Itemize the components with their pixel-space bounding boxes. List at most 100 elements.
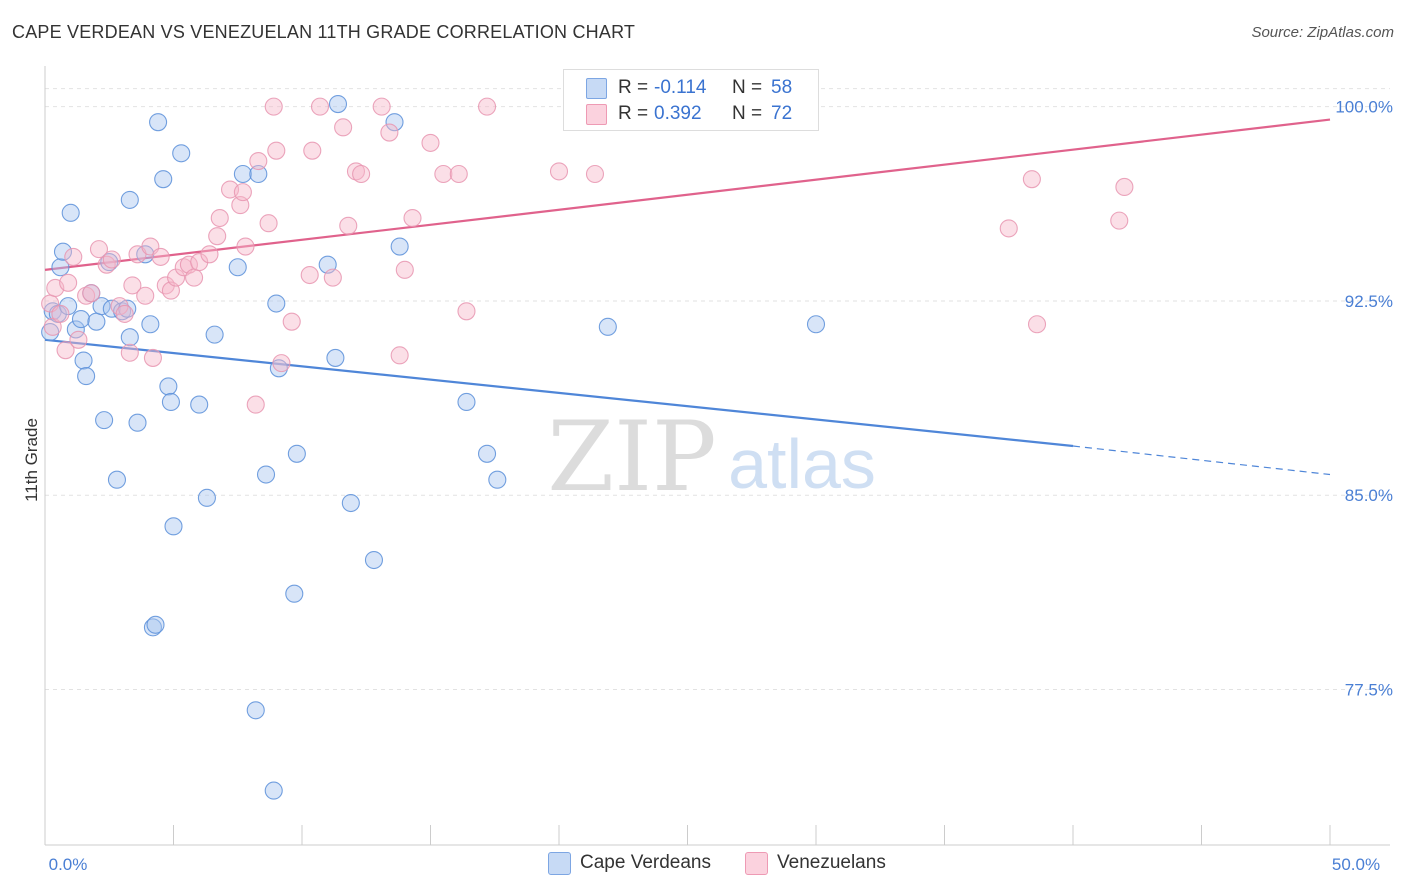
cape-verdean-point [113, 302, 132, 321]
venezuelan-point [477, 97, 497, 116]
venezuelan-point [167, 268, 186, 287]
legend-r-value: 0.392 [654, 103, 702, 124]
cape-verdean-point [159, 377, 178, 396]
cape-verdean-point [71, 310, 91, 329]
cape-verdean-point [197, 488, 216, 507]
cape-verdean-point [264, 781, 283, 800]
venezuelan-point [264, 97, 283, 116]
y-tick-label: 85.0% [1345, 486, 1393, 505]
venezuelan-point [352, 164, 371, 184]
cape-verdean-point [87, 312, 106, 331]
venezuelan-point [334, 118, 353, 137]
cape-verdean-point [154, 170, 173, 189]
venezuelan-point [97, 255, 116, 274]
cape-verdean-point [477, 444, 497, 463]
cape-verdean-point [326, 348, 345, 367]
venezuelan-point [249, 151, 268, 171]
legend-r-label: R = [618, 103, 649, 124]
legend-r-label: R = [618, 77, 649, 98]
cape-verdean-point [267, 294, 286, 313]
cape-verdean-point [120, 190, 139, 209]
cape-verdean-point [246, 701, 265, 720]
venezuelan-point [1022, 170, 1041, 189]
venezuelan-point [102, 250, 121, 269]
y-tick-label: 100.0% [1335, 98, 1393, 117]
watermark-atlas: atlas [728, 425, 876, 503]
venezuelan-point [449, 164, 468, 184]
venezuelan-point [82, 284, 101, 303]
cape-verdean-point [457, 392, 476, 412]
venezuelan-point [123, 276, 142, 295]
legend-n-value: 58 [771, 77, 793, 98]
cape-verdean-point [120, 328, 139, 347]
venezuelan-point [267, 141, 286, 160]
cape-verdean-points [41, 94, 826, 800]
x-tick-label-min: 0.0% [49, 855, 88, 874]
cape-verdean-point [385, 113, 404, 132]
venezuelan-points [41, 97, 1134, 414]
cape-verdean-point [249, 164, 268, 184]
cape-verdean-point [205, 325, 224, 344]
legend-label-ven: Venezuelans [777, 852, 886, 873]
cape-verdean-point [269, 359, 288, 378]
venezuelan-point [69, 330, 88, 349]
venezuelan-point [64, 247, 83, 266]
cape-verdean-point [164, 517, 183, 536]
source-label: Source: ZipAtlas.com [1251, 24, 1394, 41]
venezuelan-point [434, 164, 453, 184]
venezuelan-point [403, 208, 422, 228]
cape-verdean-point [328, 94, 348, 114]
venezuelan-point [390, 346, 409, 365]
cape-verdean-point [172, 144, 191, 163]
venezuelan-point [339, 216, 358, 235]
venezuelan-point [89, 240, 109, 259]
x-tick-label-max: 50.0% [1332, 855, 1380, 874]
venezuelan-point [185, 268, 204, 287]
venezuelan-point [246, 395, 265, 414]
venezuelan-point [136, 286, 155, 305]
venezuelan-point [323, 268, 342, 287]
cape-verdean-point [41, 322, 60, 342]
cape-verdean-point [285, 584, 304, 603]
venezuelan-point [115, 304, 134, 323]
venezuelan-point [236, 237, 255, 256]
y-tick-labels: 77.5% 85.0% 92.5% 100.0% [1335, 98, 1393, 700]
cape-verdean-point [128, 413, 147, 432]
cape-verdean-point [233, 164, 252, 184]
cape-verdean-point [92, 297, 111, 316]
venezuelan-point [143, 348, 162, 367]
trend-lines [44, 118, 1331, 476]
venezuelan-point [549, 162, 569, 181]
venezuelan-point [457, 302, 476, 321]
cape-verdean-point [190, 395, 209, 414]
cape-verdean-point [59, 297, 78, 316]
venezuelan-point [380, 123, 399, 142]
venezuelan-point [77, 286, 96, 305]
axes [44, 66, 1390, 846]
chart-title: CAPE VERDEAN VS VENEZUELAN 11TH GRADE CO… [12, 22, 636, 42]
venezuelan-point [208, 227, 227, 246]
venezuelan-point [310, 97, 330, 116]
venezuelan-point [1110, 211, 1129, 230]
cape-verdean-point [149, 113, 168, 132]
cape-verdean-point [107, 470, 127, 489]
cape-verdean-point [77, 367, 96, 386]
y-axis-label: 11th Grade [22, 418, 41, 502]
venezuelan-point [210, 208, 229, 228]
venezuelan-point [1027, 315, 1047, 334]
venezuelan-point [1115, 177, 1134, 196]
cape-verdean-point [228, 258, 247, 277]
venezuelan-point [346, 162, 366, 181]
venezuelan-point [259, 214, 278, 233]
cape-verdean-point [74, 351, 93, 370]
watermark-zip: ZIP [547, 401, 716, 513]
venezuelan-point [151, 247, 170, 266]
y-tick-label: 77.5% [1345, 681, 1393, 700]
y-tick-label: 92.5% [1345, 292, 1393, 311]
cape-verdean-point [287, 444, 306, 463]
legend-swatch-cape [586, 78, 607, 99]
venezuelan-point [395, 260, 414, 279]
correlation-legend: R = -0.114 N = 58 R = 0.392 N = 72 [563, 69, 819, 131]
cape-verdean-point [256, 465, 276, 484]
